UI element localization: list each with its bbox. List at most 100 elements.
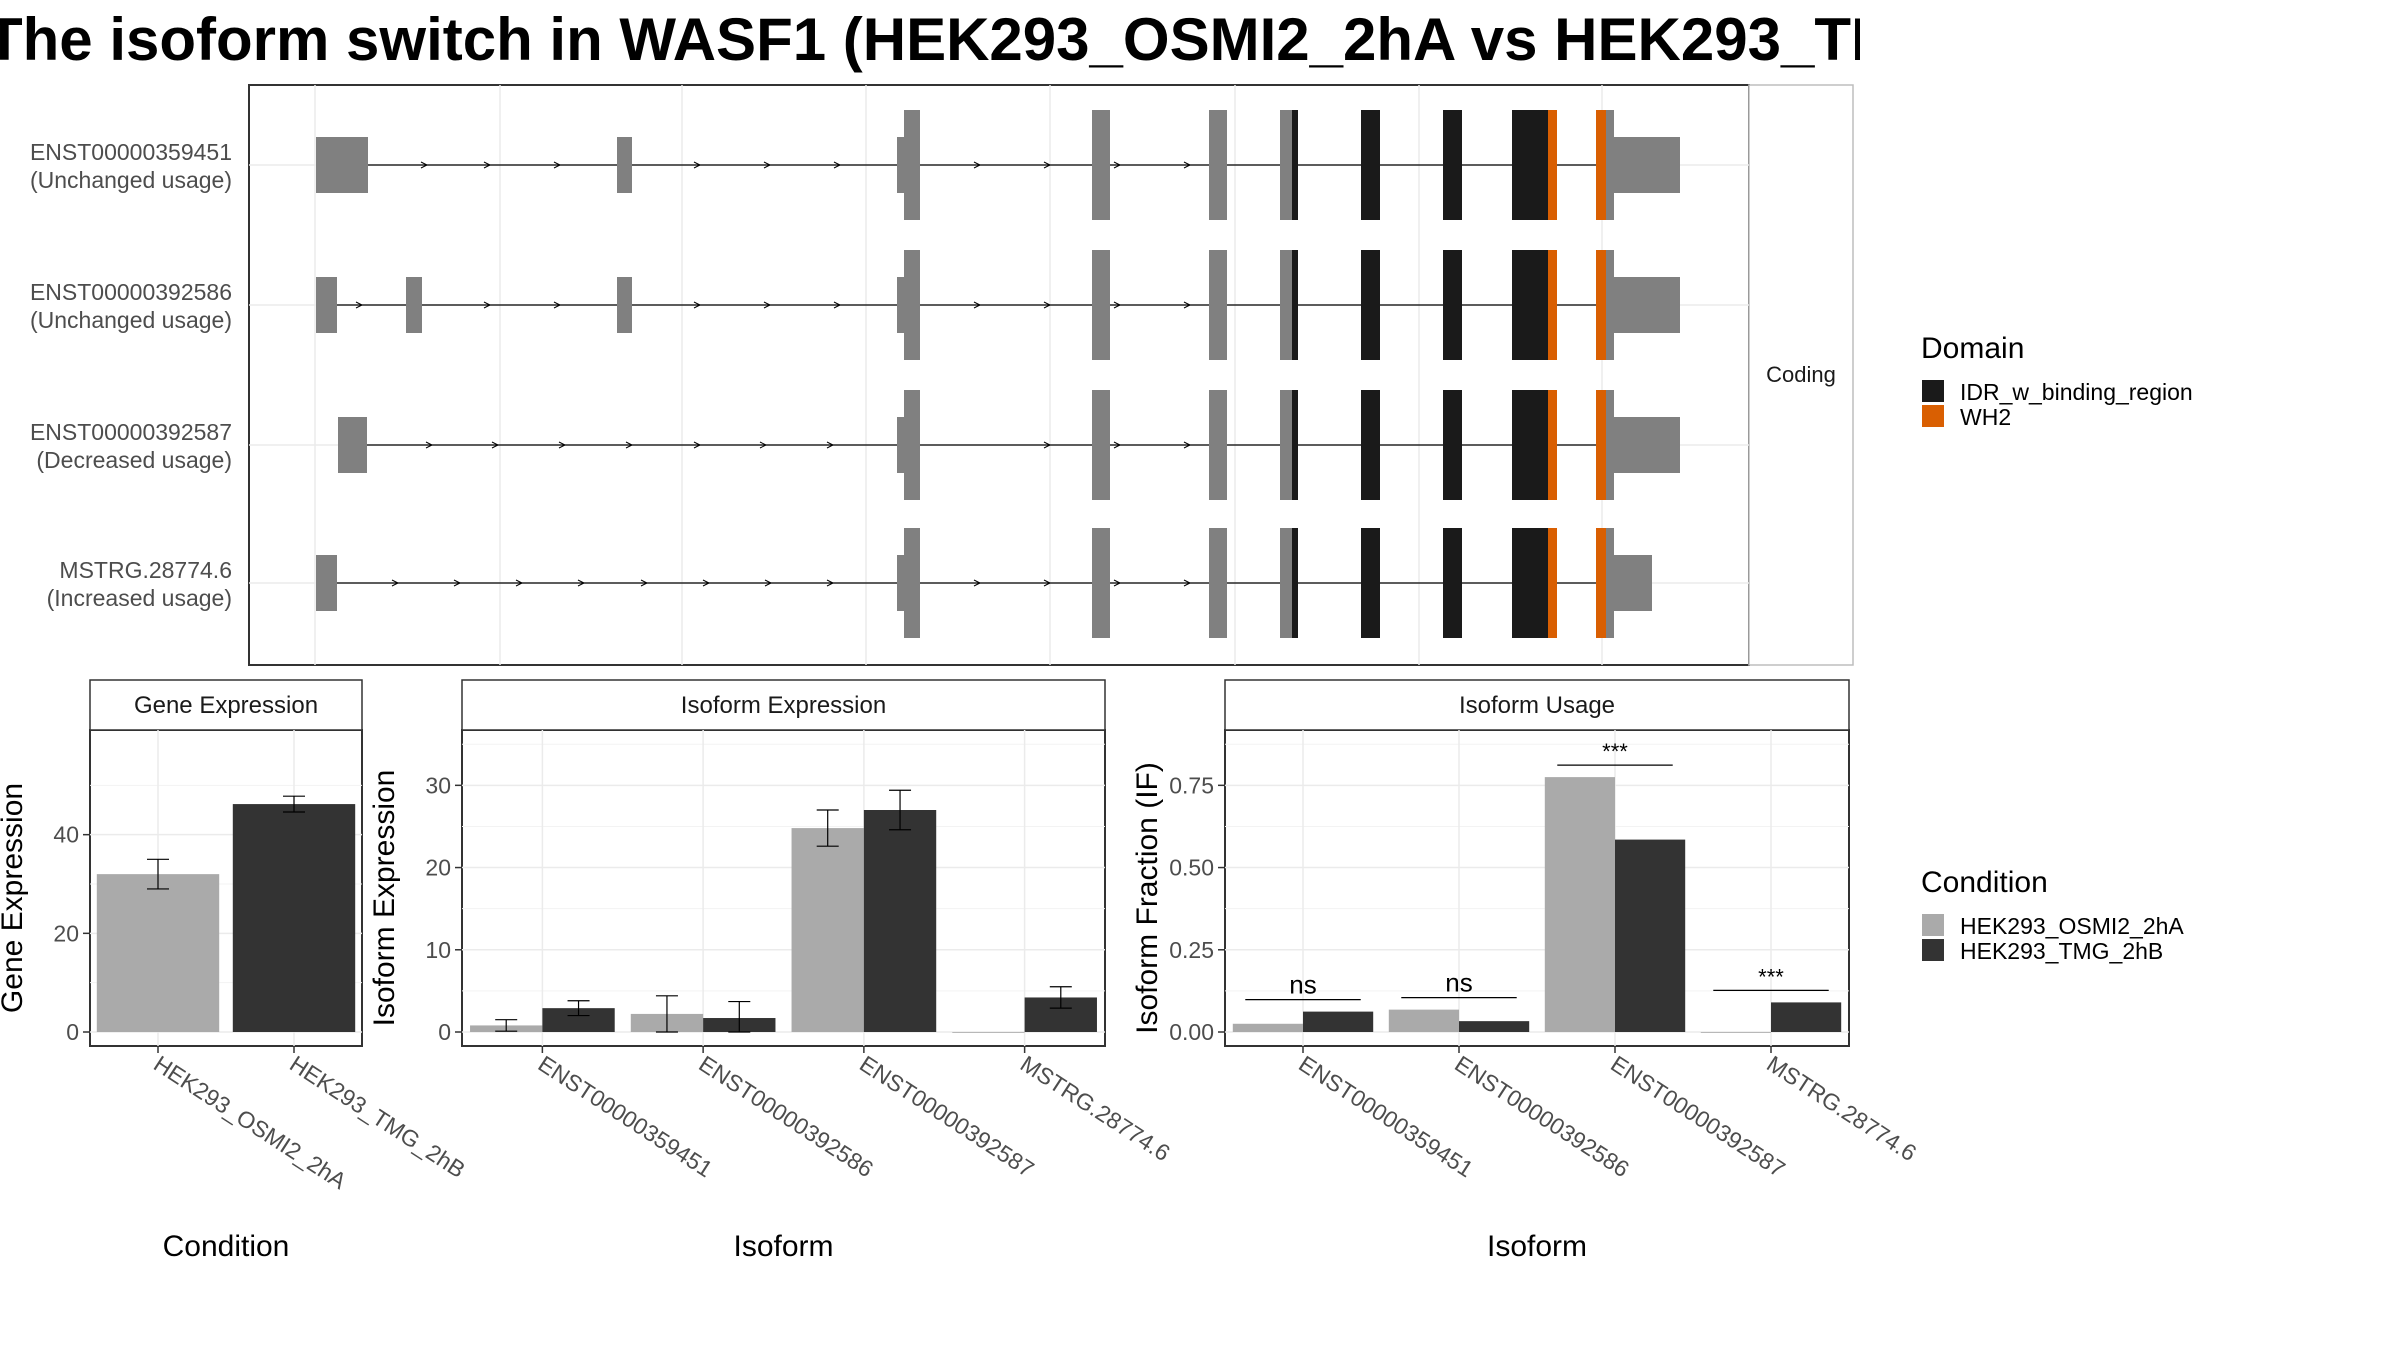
exon bbox=[1209, 250, 1227, 360]
strand-arrow bbox=[1043, 441, 1052, 449]
transcript-usage-label: (Unchanged usage) bbox=[30, 167, 232, 193]
y-tick-label: 40 bbox=[53, 822, 79, 848]
exon bbox=[904, 528, 920, 638]
bar bbox=[96, 874, 220, 1032]
y-tick-label: 10 bbox=[425, 937, 451, 963]
strand-arrow bbox=[1183, 301, 1192, 309]
strand-arrow bbox=[483, 301, 492, 309]
idr-domain bbox=[1292, 110, 1298, 220]
structure-panel-border bbox=[248, 84, 1750, 666]
idr-domain bbox=[1361, 250, 1380, 360]
exon bbox=[1092, 528, 1110, 638]
transcript-row bbox=[316, 528, 1652, 638]
y-tick-label: 0.00 bbox=[1169, 1019, 1214, 1045]
panel-strip bbox=[1224, 679, 1850, 731]
exon bbox=[904, 110, 920, 220]
exon bbox=[1209, 390, 1227, 500]
strand-arrow bbox=[1113, 441, 1122, 449]
bar bbox=[542, 1008, 615, 1032]
panel-strip bbox=[89, 679, 363, 731]
plot-title: The isoform switch in WASF1 (HEK293_OSMI… bbox=[0, 6, 1860, 73]
strand-arrow bbox=[1113, 579, 1122, 587]
exon-utr bbox=[1614, 555, 1652, 611]
exon bbox=[1606, 390, 1614, 500]
x-tick-label: ENST00000359451 bbox=[534, 1050, 718, 1182]
panel-title: Isoform Expression bbox=[681, 692, 886, 719]
legend-key-cond1 bbox=[1922, 914, 1944, 936]
transcript-usage-label: (Increased usage) bbox=[47, 585, 232, 611]
y-tick-label: 20 bbox=[53, 920, 79, 946]
wh2-domain bbox=[1596, 250, 1606, 360]
exon bbox=[1606, 110, 1614, 220]
exon-utr bbox=[897, 555, 904, 611]
y-tick-label: 0 bbox=[66, 1019, 79, 1045]
wh2-domain bbox=[1596, 528, 1606, 638]
strand-arrow bbox=[693, 441, 702, 449]
idr-domain bbox=[1292, 390, 1298, 500]
transcript-usage-label: (Decreased usage) bbox=[36, 447, 232, 473]
wh2-domain bbox=[1548, 250, 1557, 360]
bar bbox=[232, 804, 356, 1032]
legend-label-cond1: HEK293_OSMI2_2hA bbox=[1960, 913, 2184, 939]
strand-arrow bbox=[1043, 161, 1052, 169]
strand-arrow bbox=[391, 579, 400, 587]
strand-arrow bbox=[973, 579, 982, 587]
x-axis-title: Condition bbox=[163, 1230, 290, 1263]
y-tick-label: 30 bbox=[425, 772, 451, 798]
bar bbox=[952, 1032, 1025, 1033]
panel-border bbox=[461, 729, 1106, 1047]
condition-legend: Condition HEK293_OSMI2_2hA HEK293_TMG_2h… bbox=[1921, 866, 2184, 964]
wh2-domain bbox=[1596, 110, 1606, 220]
significance-label: ns bbox=[1445, 968, 1472, 998]
legend-key-wh2 bbox=[1922, 405, 1944, 427]
strand-arrow bbox=[973, 301, 982, 309]
transcript-id-label: ENST00000359451 bbox=[30, 139, 232, 165]
x-tick-label: ENST00000392586 bbox=[694, 1050, 878, 1182]
transcript-structure-panel: Coding ENST00000359451(Unchanged usage)E… bbox=[30, 84, 1854, 666]
exon bbox=[316, 137, 368, 193]
strand-arrow bbox=[558, 441, 567, 449]
wh2-domain bbox=[1596, 390, 1606, 500]
exon bbox=[617, 277, 632, 333]
x-tick-label: MSTRG.28774.6 bbox=[1016, 1050, 1175, 1166]
exon-utr bbox=[897, 417, 904, 473]
strand-arrow bbox=[763, 161, 772, 169]
exon bbox=[338, 417, 367, 473]
x-tick-label: ENST00000359451 bbox=[1294, 1050, 1478, 1182]
wh2-domain bbox=[1548, 110, 1557, 220]
idr-domain bbox=[1512, 528, 1548, 638]
exon-utr bbox=[1614, 277, 1680, 333]
transcript-usage-label: (Unchanged usage) bbox=[30, 307, 232, 333]
strand-arrow bbox=[826, 579, 835, 587]
bar bbox=[1459, 1021, 1530, 1032]
exon bbox=[1209, 110, 1227, 220]
wh2-domain bbox=[1548, 390, 1557, 500]
strand-arrow bbox=[420, 161, 429, 169]
strand-arrow bbox=[693, 301, 702, 309]
strand-arrow bbox=[355, 301, 364, 309]
strand-arrow bbox=[1183, 441, 1192, 449]
exon bbox=[1092, 390, 1110, 500]
exon bbox=[1280, 390, 1292, 500]
y-tick-label: 0.75 bbox=[1169, 772, 1214, 798]
strand-arrow bbox=[1113, 301, 1122, 309]
exon bbox=[617, 137, 632, 193]
y-tick-label: 0.25 bbox=[1169, 937, 1214, 963]
exon bbox=[1280, 250, 1292, 360]
wh2-domain bbox=[1548, 528, 1557, 638]
significance-label: ns bbox=[1289, 970, 1316, 1000]
transcript-row bbox=[316, 110, 1680, 220]
transcript-row bbox=[338, 390, 1680, 500]
domain-legend: Domain IDR_w_binding_region WH2 bbox=[1921, 332, 2193, 430]
x-axis-title: Isoform bbox=[733, 1230, 833, 1263]
idr-domain bbox=[1361, 390, 1380, 500]
condition-legend-title: Condition bbox=[1921, 866, 2048, 899]
strand-arrow bbox=[515, 579, 524, 587]
bar bbox=[1700, 1032, 1771, 1033]
y-tick-label: 20 bbox=[425, 855, 451, 881]
exon bbox=[316, 555, 337, 611]
legend-label-cond2: HEK293_TMG_2hB bbox=[1960, 938, 2163, 964]
strand-arrow bbox=[826, 441, 835, 449]
exon bbox=[1280, 528, 1292, 638]
idr-domain bbox=[1443, 110, 1462, 220]
